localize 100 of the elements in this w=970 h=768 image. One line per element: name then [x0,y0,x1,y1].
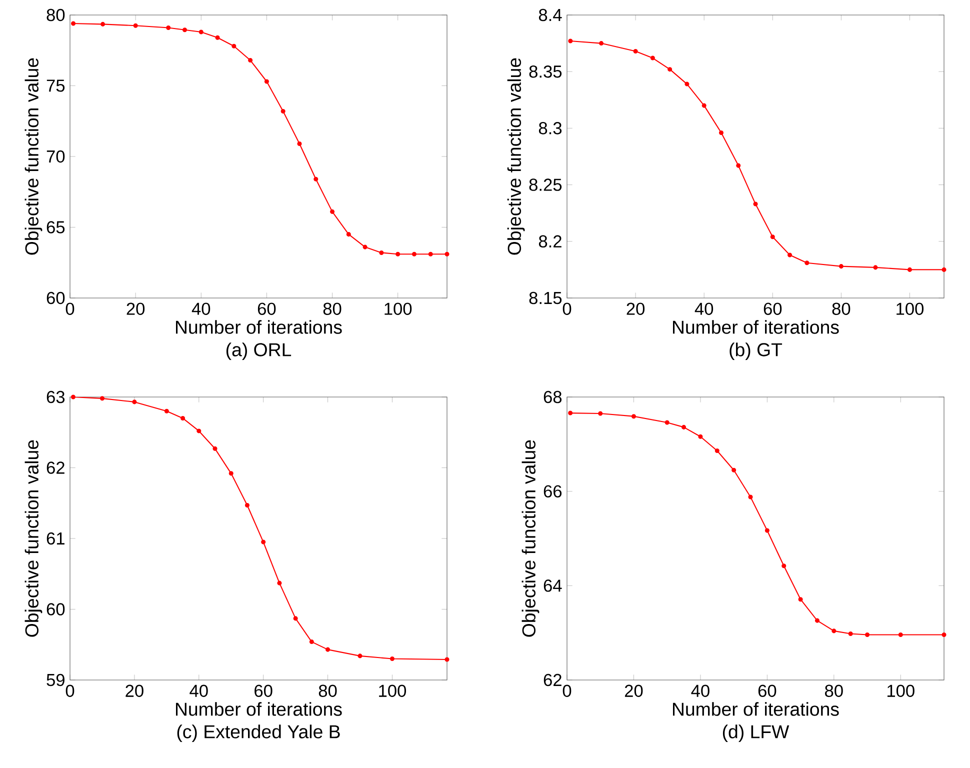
y-tick-label: 70 [46,150,65,163]
point [261,540,266,544]
point [100,22,106,26]
point [832,628,836,634]
y-tick-label: 75 [46,80,65,92]
x-tick-label: 80 [323,302,342,315]
point [379,250,384,255]
y-tick-label: 59 [46,674,64,686]
point [898,632,903,637]
point [182,28,188,32]
x-tick-label: 40 [691,684,710,697]
y-tick-label: 80 [46,8,65,22]
point [873,265,878,270]
x-tick-label: 20 [624,684,643,697]
point [330,209,335,214]
point [684,82,690,86]
point [212,446,218,451]
text: (c) Extended Yale B [177,724,340,742]
point [599,41,604,46]
point [865,632,870,637]
x-tick-label: 60 [258,302,276,315]
point [838,264,844,269]
x-tick-label: 80 [832,302,850,315]
y-tick-label: 60 [46,603,65,616]
point [764,528,770,533]
x-tick-label: 60 [758,684,776,697]
point [232,44,236,48]
point [100,396,104,401]
point [714,448,720,454]
x-tick-label: 40 [192,302,210,315]
point [804,260,810,266]
point [732,468,736,472]
point [770,234,775,240]
point [788,252,792,258]
y-tick-label: 62 [46,462,64,474]
point [396,252,400,256]
point [358,654,362,658]
x-tick-label: 60 [254,684,272,697]
point [814,618,820,623]
y-tick-label: 8.2 [538,235,562,248]
x-tick-label: 0 [66,302,74,315]
point [196,428,202,434]
x-tick-label: 0 [562,684,572,697]
point [650,56,655,60]
y-tick-label: 63 [46,390,65,404]
point [718,130,724,135]
point [390,656,394,662]
point [309,640,314,644]
point [244,502,250,508]
point [428,252,433,256]
point [133,23,138,28]
x-axis-title: Number of iterations [176,320,342,334]
point [753,202,758,206]
point [412,252,416,256]
point [631,414,636,419]
point [748,494,753,500]
y-tick-label: 8.35 [529,65,562,78]
x-tick-label: 100 [384,302,412,315]
y-tick-label: 8.3 [538,122,562,134]
point [293,616,298,621]
y-tick-label: 8.15 [529,292,562,304]
y-tick-label: 60 [46,292,65,304]
point [698,434,703,439]
y-axis-title: Objective function value [522,440,540,637]
point [568,38,573,44]
x-tick-label: 20 [126,302,145,315]
x-tick-label: 0 [562,302,572,315]
point [164,408,169,414]
y-axis-title: Objective function value [24,440,42,637]
point [70,394,76,400]
x-tick-label: 100 [896,302,924,315]
point [907,267,912,272]
point [248,58,253,63]
text: (a) ORL [226,342,292,360]
point [198,30,204,34]
x-tick-label: 80 [825,684,843,697]
x-tick-label: 100 [887,684,914,697]
point [444,252,450,256]
point [942,632,946,637]
point [166,25,171,30]
y-tick-label: 62 [544,674,562,686]
point [664,420,670,425]
y-tick-label: 68 [544,390,562,404]
point [362,244,368,250]
point [280,108,286,114]
x-axis-title: Number of iterations [672,702,839,716]
point [736,163,741,168]
point [326,647,330,652]
x-tick-label: 0 [66,684,74,697]
point [71,21,76,26]
point [132,400,137,404]
x-tick-label: 20 [126,684,144,697]
x-tick-label: 20 [626,302,645,315]
y-tick-label: 8.4 [538,8,562,22]
y-tick-label: 8.25 [529,178,562,191]
point [682,424,686,430]
point [277,580,282,586]
point [314,176,318,182]
point [180,416,186,420]
text: (b) GT [730,342,782,360]
